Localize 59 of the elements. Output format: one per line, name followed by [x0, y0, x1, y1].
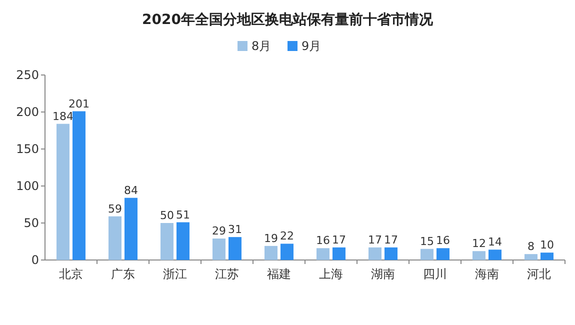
bar	[264, 246, 278, 260]
x-tick-label: 四川	[423, 267, 447, 281]
y-tick-label: 200	[16, 105, 39, 119]
data-label: 15	[420, 234, 434, 248]
bar	[176, 222, 190, 260]
data-label: 17	[384, 233, 398, 246]
x-tick-label: 广东	[111, 267, 135, 281]
data-label: 59	[108, 202, 122, 216]
x-tick-label: 上海	[319, 267, 343, 281]
bar	[212, 238, 226, 260]
x-tick-label: 福建	[267, 267, 291, 281]
bar	[488, 250, 502, 260]
bar	[228, 237, 242, 260]
data-label: 29	[212, 224, 226, 238]
x-tick-label: 浙江	[163, 267, 187, 281]
bar	[160, 223, 174, 260]
bar	[524, 254, 538, 260]
data-label: 51	[176, 208, 190, 222]
bar	[384, 247, 398, 260]
bar	[472, 251, 486, 260]
bar	[316, 248, 330, 260]
data-label: 22	[280, 230, 294, 243]
data-label: 16	[436, 234, 450, 248]
data-label: 201	[68, 97, 90, 110]
x-tick-label: 北京	[59, 267, 83, 281]
data-label: 12	[472, 237, 486, 250]
bar	[436, 248, 450, 260]
data-label: 8	[528, 240, 534, 254]
data-label: 31	[228, 223, 242, 236]
y-tick-label: 250	[16, 68, 39, 82]
bar	[108, 216, 122, 260]
bar	[280, 244, 294, 260]
x-tick-label: 海南	[475, 267, 499, 281]
bar	[72, 111, 86, 260]
legend-label: 9月	[302, 39, 322, 53]
x-tick-label: 湖南	[371, 267, 395, 281]
data-label: 16	[316, 234, 330, 248]
data-label: 84	[124, 184, 138, 197]
data-label: 17	[332, 233, 346, 246]
data-label: 17	[368, 233, 382, 246]
bar	[420, 248, 434, 260]
y-tick-label: 150	[16, 142, 39, 156]
y-tick-label: 0	[31, 253, 39, 267]
chart-title: 2020年全国分地区换电站保有量前十省市情况	[142, 11, 434, 28]
bar	[368, 247, 382, 260]
x-tick-label: 江苏	[215, 267, 239, 281]
x-tick-label: 河北	[527, 267, 551, 281]
bar	[332, 247, 346, 260]
data-label: 19	[264, 232, 278, 245]
bar	[124, 198, 138, 260]
legend-label: 8月	[252, 39, 272, 53]
data-label: 50	[160, 209, 174, 222]
y-tick-label: 50	[24, 216, 39, 230]
data-label: 10	[540, 238, 554, 252]
data-label: 14	[488, 236, 502, 249]
bar	[540, 252, 554, 260]
y-tick-label: 100	[16, 179, 39, 193]
bar	[56, 124, 70, 260]
data-label: 184	[52, 110, 74, 123]
